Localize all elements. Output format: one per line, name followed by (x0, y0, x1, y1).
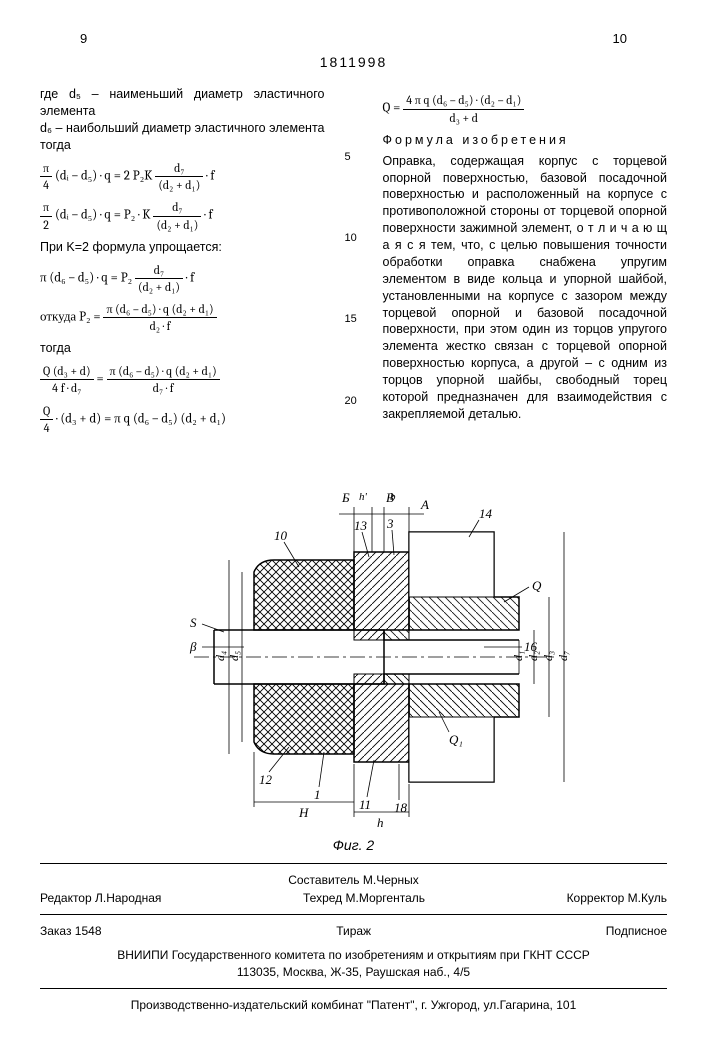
svg-text:Q: Q (532, 578, 542, 593)
figure-2: Б В А h' b 10 13 3 14 Q 16 12 1 11 18 Q₁… (40, 452, 667, 855)
formula-Q: Q = 4 π q (d₆ – d₅) · (d₂ – d₁)d₃ + d (383, 92, 668, 125)
svg-text:d₂: d₂ (526, 651, 540, 661)
org: ВНИИПИ Государственного комитета по изоб… (40, 947, 667, 963)
podpisnoe: Подписное (606, 923, 667, 939)
svg-text:3: 3 (386, 516, 394, 531)
publisher: Производственно-издательский комбинат "П… (40, 997, 667, 1013)
text: При K=2 формула упрощается: (40, 239, 325, 256)
svg-text:d₇: d₇ (556, 651, 570, 661)
formula: π4 (dᵢ – d₅) · q = 2 P₂K d₇(d₂ + d₁) · f (40, 160, 325, 193)
svg-text:d₅: d₅ (227, 651, 241, 661)
text: где d₅ – наименьший диаметр эластичного … (40, 86, 325, 120)
compiler: Составитель М.Черных (40, 872, 667, 888)
svg-text:H: H (298, 805, 309, 820)
svg-text:d₄: d₄ (213, 651, 227, 661)
svg-text:18: 18 (394, 800, 408, 815)
left-column: где d₅ – наименьший диаметр эластичного … (40, 86, 325, 442)
svg-text:b: b (390, 491, 396, 503)
svg-text:А: А (420, 497, 429, 512)
svg-text:Q₁: Q₁ (449, 732, 463, 747)
claim-text: Оправка, содержащая корпус с торцевой оп… (383, 153, 668, 423)
text: d₆ – наибольший диаметр эластичного элем… (40, 120, 325, 154)
formula: π2 (dᵢ – d₅) · q = P₂ · K d₇(d₂ + d₁) · … (40, 199, 325, 232)
techred: Техред М.Моргенталь (303, 890, 425, 906)
svg-text:S: S (190, 615, 197, 630)
editor: Редактор Л.Народная (40, 890, 161, 906)
svg-text:β: β (189, 639, 197, 654)
svg-text:12: 12 (259, 772, 273, 787)
figure-label: Фиг. 2 (40, 836, 667, 855)
svg-text:14: 14 (479, 506, 493, 521)
formula: Q (d₃ + d)4 f · d₇ = π (d₆ – d₅) · q (d₂… (40, 363, 325, 396)
page-num-left: 9 (80, 30, 87, 48)
formula: Q4 · (d₃ + d) = π q (d₆ – d₅) (d₂ + d₁) (40, 403, 325, 436)
formula: π (d₆ – d₅) · q = P₂ d₇(d₂ + d₁) · f (40, 262, 325, 295)
tirazh: Тираж (336, 923, 371, 939)
order-num: Заказ 1548 (40, 923, 102, 939)
svg-text:h': h' (359, 491, 368, 503)
svg-text:10: 10 (274, 528, 288, 543)
svg-text:1: 1 (314, 787, 321, 802)
formula: откуда P₂ = π (d₆ – d₅) · q (d₂ + d₁)d₂ … (40, 301, 325, 334)
doc-number: 1811998 (40, 53, 667, 72)
svg-text:d₁: d₁ (511, 651, 525, 661)
right-column: Q = 4 π q (d₆ – d₅) · (d₂ – d₁)d₃ + d Фо… (383, 86, 668, 442)
svg-text:13: 13 (354, 518, 368, 533)
claim-title: Формула изобретения (383, 132, 668, 149)
svg-text:Б: Б (341, 490, 350, 505)
line-markers: 510 1520 (345, 86, 363, 442)
footer: Составитель М.Черных Редактор Л.Народная… (40, 872, 667, 1013)
corrector: Корректор М.Куль (567, 890, 667, 906)
svg-text:h: h (377, 815, 384, 830)
page-num-right: 10 (613, 30, 627, 48)
org-addr: 113035, Москва, Ж-35, Раушская наб., 4/5 (40, 964, 667, 980)
text: тогда (40, 340, 325, 357)
svg-text:11: 11 (359, 797, 371, 812)
svg-text:d₃: d₃ (541, 651, 555, 661)
